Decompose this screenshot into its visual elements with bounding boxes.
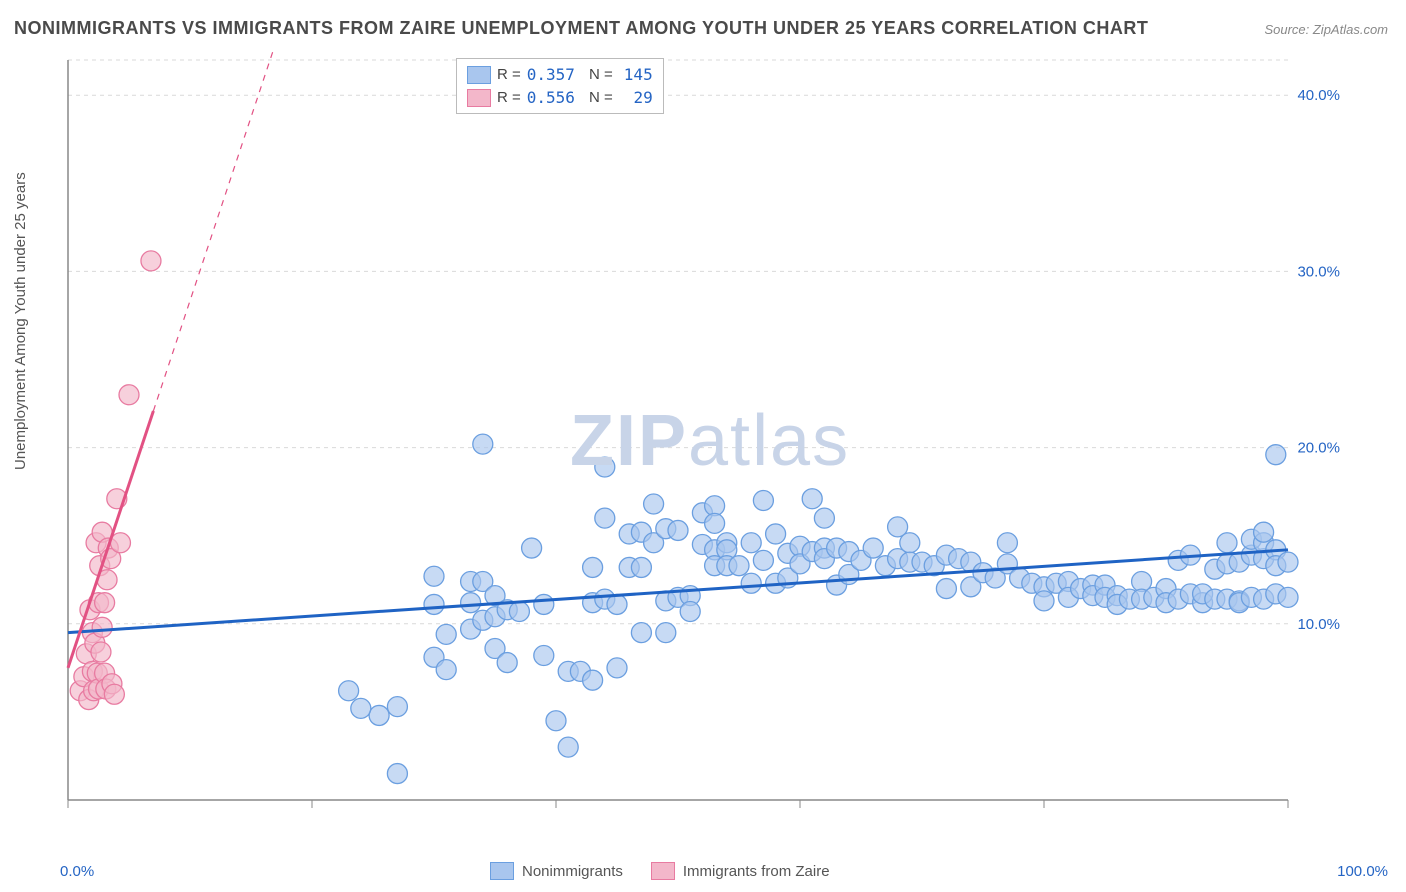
source-credit: Source: ZipAtlas.com (1264, 22, 1388, 37)
svg-text:30.0%: 30.0% (1297, 263, 1340, 280)
legend-series-label: Nonimmigrants (522, 863, 623, 880)
legend-n-label: N = (589, 66, 613, 83)
legend-swatch (467, 66, 491, 84)
legend-r-label: R = (497, 89, 521, 106)
x-axis-max-label: 100.0% (1337, 863, 1388, 880)
scatter-chart: 10.0% 20.0% 30.0% 40.0% (58, 50, 1348, 830)
y-axis-label: Unemployment Among Youth under 25 years (12, 172, 29, 470)
plot-area: 10.0% 20.0% 30.0% 40.0% (58, 50, 1348, 830)
legend-series: Nonimmigrants Immigrants from Zaire (490, 862, 830, 880)
svg-text:10.0%: 10.0% (1297, 616, 1340, 633)
legend-r-value: 0.556 (527, 88, 575, 107)
svg-text:40.0%: 40.0% (1297, 87, 1340, 104)
chart-title: NONIMMIGRANTS VS IMMIGRANTS FROM ZAIRE U… (14, 18, 1148, 39)
x-axis-min-label: 0.0% (60, 863, 94, 880)
legend-swatch (651, 862, 675, 880)
legend-series-label: Immigrants from Zaire (683, 863, 830, 880)
legend-n-value: 29 (619, 88, 653, 107)
legend-swatch (467, 89, 491, 107)
legend-r-value: 0.357 (527, 65, 575, 84)
svg-text:20.0%: 20.0% (1297, 440, 1340, 457)
legend-r-label: R = (497, 66, 521, 83)
legend-stats: R = 0.357 N = 145 R = 0.556 N = 29 (456, 58, 664, 114)
legend-n-label: N = (589, 89, 613, 106)
legend-n-value: 145 (619, 65, 653, 84)
legend-swatch (490, 862, 514, 880)
